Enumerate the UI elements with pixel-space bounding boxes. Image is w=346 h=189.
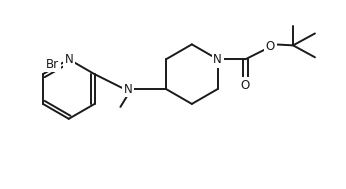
Text: Br: Br xyxy=(46,58,60,71)
Text: O: O xyxy=(241,79,250,91)
Text: N: N xyxy=(64,53,73,66)
Text: O: O xyxy=(266,40,275,53)
Text: N: N xyxy=(124,83,133,96)
Text: N: N xyxy=(213,53,222,66)
